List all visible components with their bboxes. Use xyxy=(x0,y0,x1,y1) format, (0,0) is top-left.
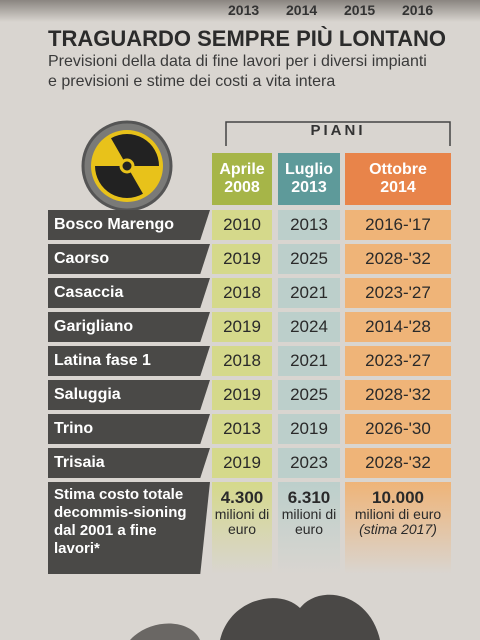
table-cell: 2019 xyxy=(212,380,272,410)
cost-unit: milioni di euro xyxy=(354,506,442,522)
table-cell: 2021 xyxy=(278,346,340,376)
table-cell: 2018 xyxy=(212,346,272,376)
row-label: Caorso xyxy=(48,244,210,274)
title: TRAGUARDO SEMPRE PIÙ LONTANO xyxy=(48,26,447,51)
top-strip xyxy=(0,0,480,22)
cost-amount: 6.310 xyxy=(287,488,331,507)
row-label: Trino xyxy=(48,414,210,444)
cost-note: (stima 2017) xyxy=(359,521,437,537)
table-cell: 2025 xyxy=(278,244,340,274)
column-year: 2013 xyxy=(291,179,327,196)
column-year: 2008 xyxy=(224,179,260,196)
cost-cell: 6.310 milioni di euro xyxy=(278,482,340,574)
column-month: Ottobre xyxy=(369,161,427,178)
table-cell: 2024 xyxy=(278,312,340,342)
table-cell: 2019 xyxy=(212,244,272,274)
column-header: Aprile 2008 xyxy=(212,153,272,205)
subtitle: Previsioni della data di fine lavori per… xyxy=(48,53,427,90)
row-label: Trisaia xyxy=(48,448,210,478)
table-cell: 2021 xyxy=(278,278,340,308)
year-label: 2014 xyxy=(286,2,318,18)
table-cell: 2028-'32 xyxy=(345,380,451,410)
table-cell: 2028-'32 xyxy=(345,448,451,478)
bracket xyxy=(225,121,451,146)
cost-amount: 4.300 xyxy=(220,488,264,507)
row-label: Saluggia xyxy=(48,380,210,410)
cost-unit: milioni di euro xyxy=(214,506,270,537)
year-label: 2013 xyxy=(228,2,260,18)
table-cell: 2016-'17 xyxy=(345,210,451,240)
column-year: 2014 xyxy=(380,179,416,196)
year-label: 2015 xyxy=(344,2,376,18)
row-label: Bosco Marengo xyxy=(48,210,210,240)
table-cell: 2019 xyxy=(212,312,272,342)
cost-amount: 10.000 xyxy=(372,488,424,507)
group-header: PIANI xyxy=(310,122,366,139)
decoration xyxy=(130,594,380,640)
table-cell: 2014-'28 xyxy=(345,312,451,342)
table-cell: 2018 xyxy=(212,278,272,308)
table-cell: 2010 xyxy=(212,210,272,240)
cost-cell: 10.000 milioni di euro (stima 2017) xyxy=(345,482,451,574)
column-header: Luglio 2013 xyxy=(278,153,340,205)
column-month: Luglio xyxy=(285,161,333,178)
year-label: 2016 xyxy=(402,2,434,18)
table-cell: 2013 xyxy=(278,210,340,240)
table-cell: 2019 xyxy=(278,414,340,444)
column-header: Ottobre 2014 xyxy=(345,153,451,205)
table-cell: 2023-'27 xyxy=(345,278,451,308)
row-label: Latina fase 1 xyxy=(48,346,210,376)
cost-cell: 4.300 milioni di euro xyxy=(212,482,272,574)
column-month: Aprile xyxy=(219,161,265,178)
table-cell: 2023-'27 xyxy=(345,346,451,376)
table-cell: 2028-'32 xyxy=(345,244,451,274)
table-cell: 2026-'30 xyxy=(345,414,451,444)
table-cell: 2023 xyxy=(278,448,340,478)
row-label: Garigliano xyxy=(48,312,210,342)
table-cell: 2019 xyxy=(212,448,272,478)
cost-label: Stima costo totale decommis-sioning dal … xyxy=(48,482,210,574)
cost-unit: milioni di euro xyxy=(281,506,337,537)
row-label: Casaccia xyxy=(48,278,210,308)
table-cell: 2025 xyxy=(278,380,340,410)
radiation-icon xyxy=(81,120,173,212)
table-cell: 2013 xyxy=(212,414,272,444)
